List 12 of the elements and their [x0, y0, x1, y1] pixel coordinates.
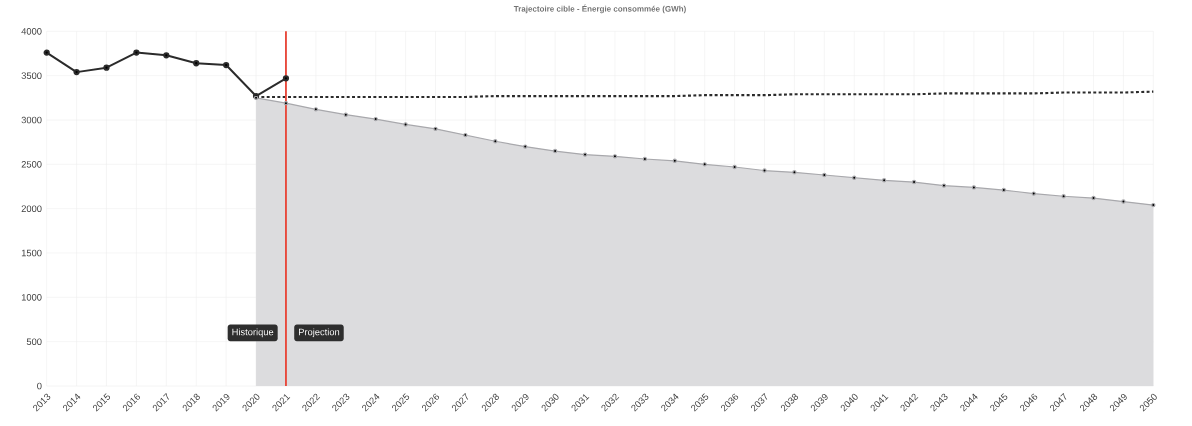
- annotation: Historique: [232, 328, 274, 338]
- y-tick-label: 1000: [21, 294, 42, 301]
- y-tick-label: 500: [26, 338, 42, 345]
- y-tick-label: 3000: [21, 116, 42, 124]
- annotation: Projection: [298, 328, 340, 338]
- y-tick-label: 1500: [21, 249, 42, 257]
- y-tick-label: 3500: [21, 72, 42, 79]
- chart-title: Trajectoire cible - Énergie consommée (GWh): [513, 4, 686, 14]
- y-tick-label: 0: [37, 382, 42, 390]
- y-tick-label: 2000: [21, 205, 42, 212]
- y-tick-label: 4000: [21, 28, 42, 35]
- y-tick-label: 2500: [21, 161, 42, 168]
